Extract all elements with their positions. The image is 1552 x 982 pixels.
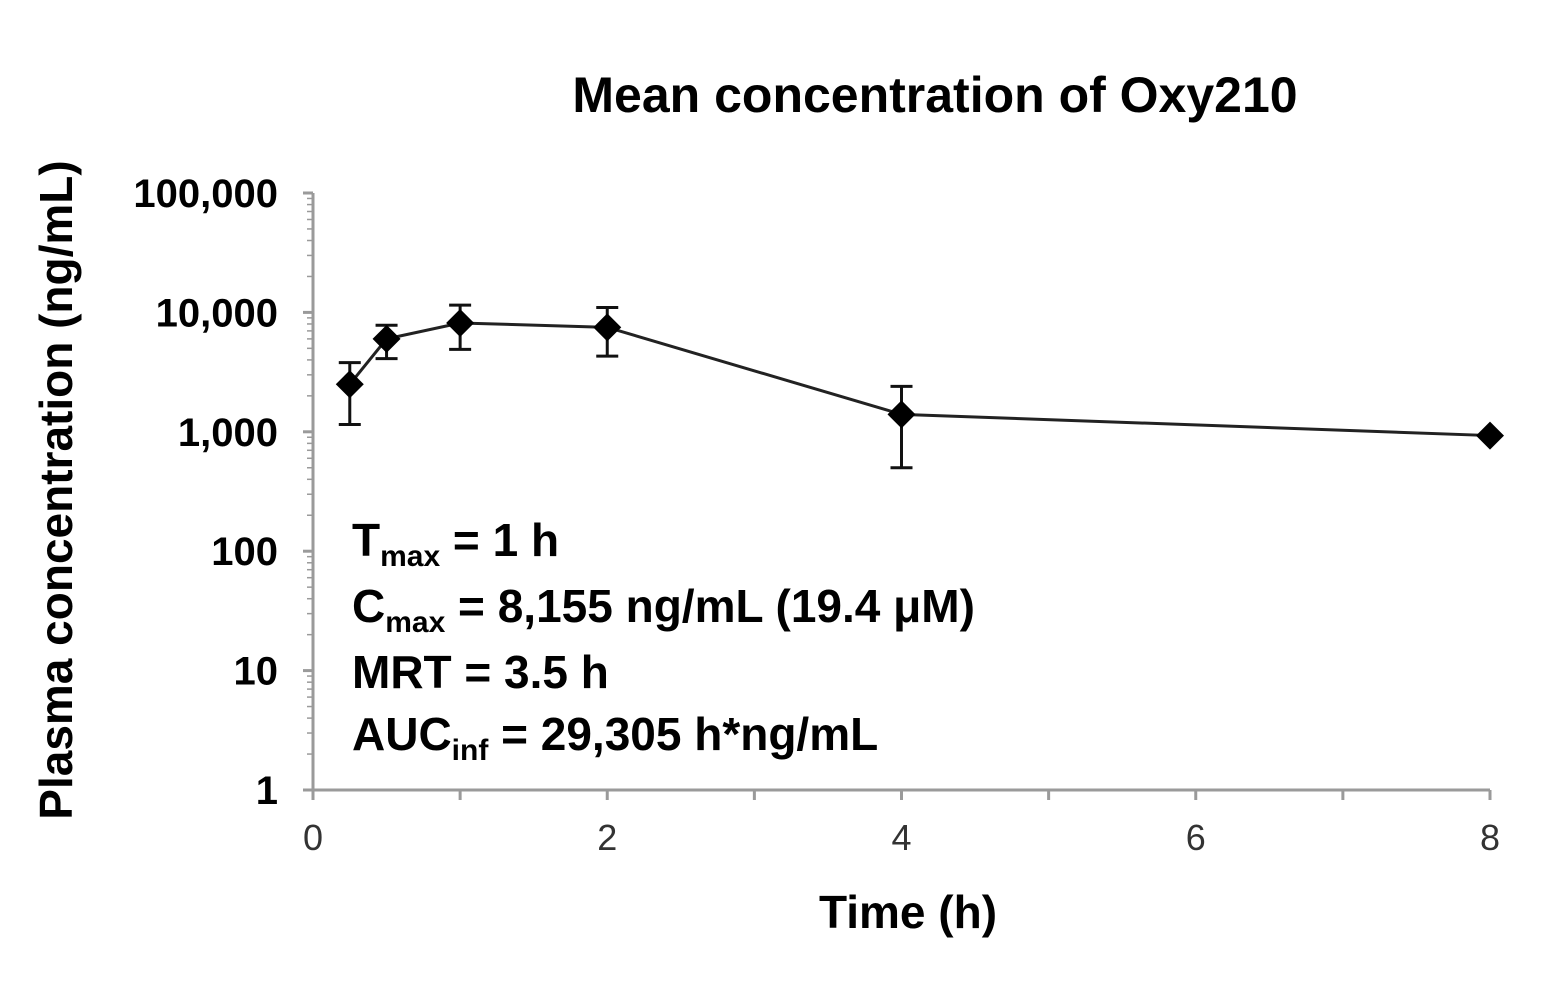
- y-axis-title: Plasma concentration (ng/mL): [30, 160, 82, 819]
- x-tick-label: 6: [1186, 817, 1206, 858]
- series-line: [348, 321, 1491, 438]
- x-tick-label: 2: [597, 817, 617, 858]
- data-markers: [335, 308, 1504, 450]
- y-tick-label: 10: [234, 650, 279, 694]
- pk-parameter-line: MRT = 3.5 h: [352, 646, 609, 698]
- y-tick-label: 100: [211, 530, 278, 574]
- chart-title: Mean concentration of Oxy210: [572, 67, 1297, 123]
- x-tick-label: 4: [891, 817, 911, 858]
- y-tick-label: 10,000: [156, 291, 278, 335]
- x-tick-labels: 0 2 4 6 8: [303, 817, 1500, 858]
- y-tick-labels: 1 10 100 1,000 10,000 100,000: [133, 172, 278, 813]
- x-axis-title: Time (h): [819, 886, 997, 938]
- x-tick-label: 0: [303, 817, 323, 858]
- x-tick-label: 8: [1480, 817, 1500, 858]
- series-polyline: [348, 321, 1491, 438]
- pk-parameter-line: Tmax = 1 h: [352, 514, 559, 573]
- data-point: [372, 324, 401, 353]
- pk-parameter-line: AUCinf = 29,305 h*ng/mL: [352, 708, 878, 767]
- pk-parameter-line: Cmax = 8,155 ng/mL (19.4 μM): [352, 580, 975, 639]
- data-point: [335, 370, 364, 399]
- data-point: [1476, 421, 1504, 450]
- data-point: [446, 308, 475, 337]
- y-tick-label: 1,000: [178, 411, 278, 455]
- pk-parameters: Tmax = 1 h Cmax = 8,155 ng/mL (19.4 μM) MR…: [352, 514, 975, 767]
- axes: [303, 191, 1492, 800]
- data-point: [593, 313, 622, 342]
- data-point: [887, 400, 916, 429]
- y-tick-label: 1: [256, 769, 278, 813]
- y-tick-label: 100,000: [133, 172, 278, 216]
